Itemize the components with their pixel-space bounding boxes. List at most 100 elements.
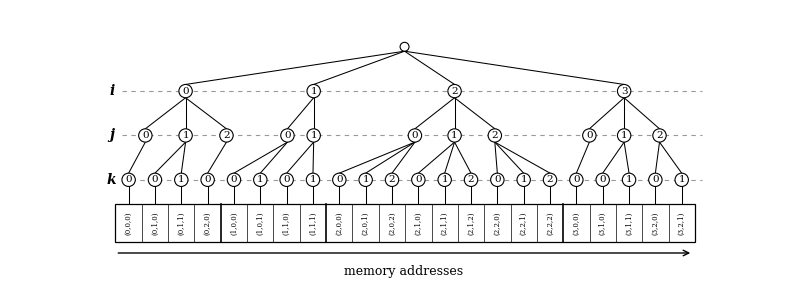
Text: (2,2,2): (2,2,2) — [546, 211, 554, 235]
Text: (3,2,1): (3,2,1) — [678, 211, 685, 235]
Ellipse shape — [227, 173, 241, 186]
Text: i: i — [109, 84, 114, 98]
Text: 0: 0 — [142, 131, 149, 140]
Text: 1: 1 — [310, 131, 317, 140]
Ellipse shape — [400, 42, 409, 51]
Ellipse shape — [488, 129, 501, 142]
Text: 1: 1 — [621, 131, 627, 140]
Ellipse shape — [448, 129, 461, 142]
Text: (1,1,0): (1,1,0) — [283, 211, 290, 235]
Text: (2,2,0): (2,2,0) — [493, 211, 501, 235]
Ellipse shape — [648, 173, 662, 186]
Text: (1,1,1): (1,1,1) — [309, 211, 317, 235]
Text: j: j — [109, 128, 114, 143]
Text: 1: 1 — [442, 175, 448, 184]
Text: (0,0,0): (0,0,0) — [124, 211, 133, 235]
Ellipse shape — [464, 173, 478, 186]
Ellipse shape — [281, 129, 294, 142]
Text: 1: 1 — [520, 175, 527, 184]
Text: (3,0,0): (3,0,0) — [572, 211, 580, 235]
Ellipse shape — [253, 173, 267, 186]
Text: (0,1,0): (0,1,0) — [151, 211, 159, 235]
Ellipse shape — [139, 129, 152, 142]
Text: 2: 2 — [389, 175, 395, 184]
Ellipse shape — [618, 84, 631, 98]
Text: 2: 2 — [451, 87, 458, 96]
Text: (2,0,1): (2,0,1) — [362, 211, 370, 235]
Ellipse shape — [201, 173, 214, 186]
Text: 0: 0 — [600, 175, 606, 184]
Text: (2,1,0): (2,1,0) — [414, 211, 423, 235]
Ellipse shape — [618, 129, 631, 142]
Ellipse shape — [307, 129, 320, 142]
Text: 0: 0 — [284, 131, 290, 140]
Ellipse shape — [148, 173, 161, 186]
Bar — [116, 204, 695, 242]
Text: 0: 0 — [412, 131, 418, 140]
Text: (3,2,0): (3,2,0) — [652, 211, 660, 235]
Text: (2,1,2): (2,1,2) — [467, 211, 475, 235]
Text: 1: 1 — [451, 131, 458, 140]
Text: 3: 3 — [621, 87, 627, 96]
Text: 0: 0 — [336, 175, 342, 184]
Text: (1,0,1): (1,0,1) — [257, 211, 264, 235]
Text: 2: 2 — [224, 131, 230, 140]
Text: 1: 1 — [183, 131, 189, 140]
Text: 0: 0 — [494, 175, 501, 184]
Text: (2,0,0): (2,0,0) — [335, 211, 343, 235]
Ellipse shape — [307, 84, 320, 98]
Ellipse shape — [596, 173, 609, 186]
Text: 0: 0 — [152, 175, 158, 184]
Ellipse shape — [543, 173, 556, 186]
Text: 0: 0 — [205, 175, 211, 184]
Ellipse shape — [517, 173, 530, 186]
Text: 2: 2 — [492, 131, 498, 140]
Text: 0: 0 — [283, 175, 290, 184]
Text: (0,2,0): (0,2,0) — [204, 211, 212, 235]
Text: 2: 2 — [547, 175, 553, 184]
Text: 0: 0 — [652, 175, 659, 184]
Text: 0: 0 — [415, 175, 422, 184]
Text: 1: 1 — [309, 175, 316, 184]
Ellipse shape — [122, 173, 135, 186]
Text: 2: 2 — [656, 131, 663, 140]
Ellipse shape — [448, 84, 461, 98]
Text: 0: 0 — [586, 131, 593, 140]
Text: 0: 0 — [573, 175, 580, 184]
Text: 0: 0 — [231, 175, 238, 184]
Ellipse shape — [280, 173, 294, 186]
Text: k: k — [107, 173, 116, 187]
Text: 1: 1 — [362, 175, 369, 184]
Text: (2,0,2): (2,0,2) — [388, 211, 396, 235]
Ellipse shape — [220, 129, 233, 142]
Ellipse shape — [359, 173, 372, 186]
Text: 2: 2 — [467, 175, 475, 184]
Text: 1: 1 — [626, 175, 632, 184]
Text: 1: 1 — [257, 175, 264, 184]
Text: 1: 1 — [310, 87, 317, 96]
Ellipse shape — [306, 173, 320, 186]
Ellipse shape — [179, 129, 192, 142]
Ellipse shape — [623, 173, 636, 186]
Ellipse shape — [386, 173, 399, 186]
Text: (1,0,0): (1,0,0) — [230, 211, 238, 235]
Ellipse shape — [675, 173, 689, 186]
Ellipse shape — [490, 173, 504, 186]
Ellipse shape — [438, 173, 452, 186]
Text: (3,1,0): (3,1,0) — [599, 211, 607, 235]
Text: 1: 1 — [178, 175, 185, 184]
Ellipse shape — [333, 173, 346, 186]
Ellipse shape — [412, 173, 425, 186]
Ellipse shape — [652, 129, 667, 142]
Ellipse shape — [570, 173, 583, 186]
Text: memory addresses: memory addresses — [344, 265, 463, 278]
Text: (2,1,1): (2,1,1) — [441, 211, 449, 235]
Text: 1: 1 — [678, 175, 685, 184]
Text: (2,2,1): (2,2,1) — [519, 211, 528, 235]
Ellipse shape — [175, 173, 188, 186]
Ellipse shape — [408, 129, 422, 142]
Text: 0: 0 — [125, 175, 132, 184]
Ellipse shape — [179, 84, 192, 98]
Text: (0,1,1): (0,1,1) — [177, 211, 185, 235]
Ellipse shape — [582, 129, 596, 142]
